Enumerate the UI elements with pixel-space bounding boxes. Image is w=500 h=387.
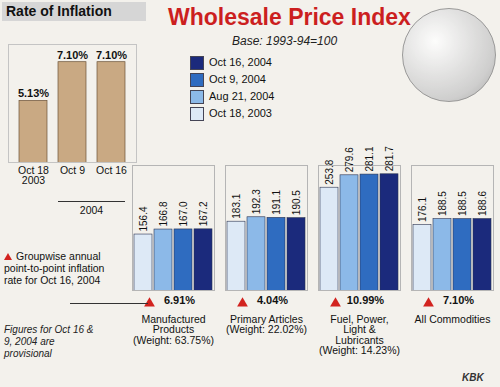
- html-text:2004: 2004: [79, 204, 104, 216]
- svg-text:Primary Articles(Weight: 22.02: Primary Articles(Weight: 22.02%): [226, 313, 307, 336]
- svg-text:ManufacturedProducts(Weight: 6: ManufacturedProducts(Weight: 63.75%): [133, 313, 214, 346]
- svg-text:188.5: 188.5: [457, 191, 468, 216]
- html-text:Base: 1993-94=100: Base: 1993-94=100: [232, 34, 338, 48]
- svg-text:188.6: 188.6: [477, 191, 488, 216]
- svg-text:6.91%: 6.91%: [164, 294, 195, 306]
- svg-text:192.3: 192.3: [251, 189, 262, 214]
- svg-text:253.8: 253.8: [324, 159, 335, 184]
- svg-text:7.10%: 7.10%: [57, 49, 88, 61]
- svg-text:167.2: 167.2: [198, 201, 209, 226]
- html-text:KBK: KBK: [462, 372, 484, 383]
- svg-text:191.1: 191.1: [271, 189, 282, 214]
- html-text:Figures for Oct 16 & 9, 2004 a: Figures for Oct 16 & 9, 2004 are provisi…: [4, 324, 94, 359]
- svg-text:281.1: 281.1: [364, 146, 375, 171]
- svg-text:156.4: 156.4: [138, 206, 149, 231]
- svg-text:4.04%: 4.04%: [257, 294, 288, 306]
- svg-text:183.1: 183.1: [231, 193, 242, 218]
- svg-text:10.99%: 10.99%: [347, 294, 385, 306]
- svg-text:190.5: 190.5: [291, 190, 302, 215]
- svg-text:7.10%: 7.10%: [443, 294, 474, 306]
- html-text:Oct 16, 2004: Oct 16, 2004: [209, 56, 272, 68]
- svg-text:281.7: 281.7: [384, 146, 395, 171]
- html-text:Wholesale Price Index: Wholesale Price Index: [168, 4, 411, 30]
- svg-text:5.13%: 5.13%: [18, 87, 49, 99]
- svg-text:167.0: 167.0: [178, 201, 189, 226]
- svg-text:Oct 16: Oct 16: [96, 164, 127, 176]
- svg-text:7.10%: 7.10%: [96, 49, 127, 61]
- html-text:Oct 9, 2004: Oct 9, 2004: [209, 73, 266, 85]
- svg-text:Oct 182003: Oct 182003: [18, 164, 49, 187]
- svg-text:Fuel, Power,Light &Lubricants(: Fuel, Power,Light &Lubricants(Weight: 14…: [319, 313, 400, 357]
- svg-text:All Commodities: All Commodities: [415, 313, 491, 325]
- svg-text:176.1: 176.1: [417, 197, 428, 222]
- svg-text:166.8: 166.8: [158, 201, 169, 226]
- html-text:Oct 18, 2003: Oct 18, 2003: [209, 107, 272, 119]
- html-text:Groupwise annual point-to-poin: Groupwise annual point-to-point inflatio…: [4, 250, 105, 286]
- html-text:Aug 21, 2004: Aug 21, 2004: [209, 90, 275, 102]
- svg-text:279.6: 279.6: [344, 147, 355, 172]
- svg-text:Oct 9: Oct 9: [60, 164, 85, 176]
- html-text:Rate of Inflation: Rate of Inflation: [6, 3, 112, 19]
- svg-text:188.5: 188.5: [437, 191, 448, 216]
